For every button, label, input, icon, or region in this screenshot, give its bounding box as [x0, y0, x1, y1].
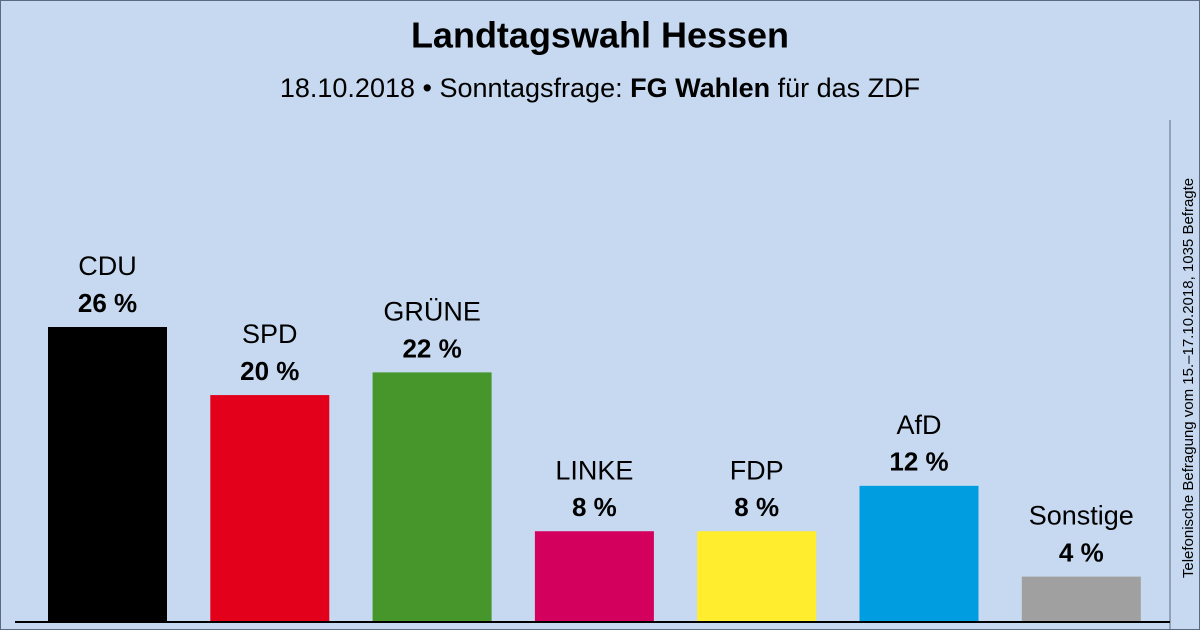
- bar: [1021, 576, 1141, 622]
- data-label: 8 %: [572, 492, 617, 522]
- category-label: LINKE: [555, 455, 633, 485]
- category-label: SPD: [242, 319, 298, 349]
- category-label: GRÜNE: [383, 297, 481, 327]
- data-label: 20 %: [240, 356, 299, 386]
- data-label: 26 %: [78, 288, 137, 318]
- subtitle-part: 18.10.2018 • Sonntagsfrage:: [280, 73, 630, 103]
- bar: [697, 531, 817, 622]
- bar: [210, 395, 330, 622]
- bar: [534, 531, 654, 622]
- chart-subtitle: 18.10.2018 • Sonntagsfrage: FG Wahlen fü…: [280, 73, 920, 103]
- category-label: Sonstige: [1029, 501, 1134, 531]
- bar: [859, 485, 979, 622]
- subtitle-part: FG Wahlen: [630, 73, 770, 103]
- data-label: 4 %: [1059, 537, 1104, 567]
- category-label: FDP: [730, 455, 784, 485]
- bar: [48, 327, 167, 622]
- data-label: 22 %: [402, 333, 461, 363]
- chart-title: Landtagswahl Hessen: [411, 15, 789, 56]
- bar: [372, 372, 492, 622]
- subtitle-part: für das ZDF: [770, 73, 920, 103]
- category-label: CDU: [78, 251, 137, 281]
- data-label: 12 %: [889, 447, 948, 477]
- note: Telefonische Befragung vom 15.–17.10.201…: [1180, 178, 1197, 578]
- category-label: AfD: [896, 410, 941, 440]
- data-label: 8 %: [734, 492, 779, 522]
